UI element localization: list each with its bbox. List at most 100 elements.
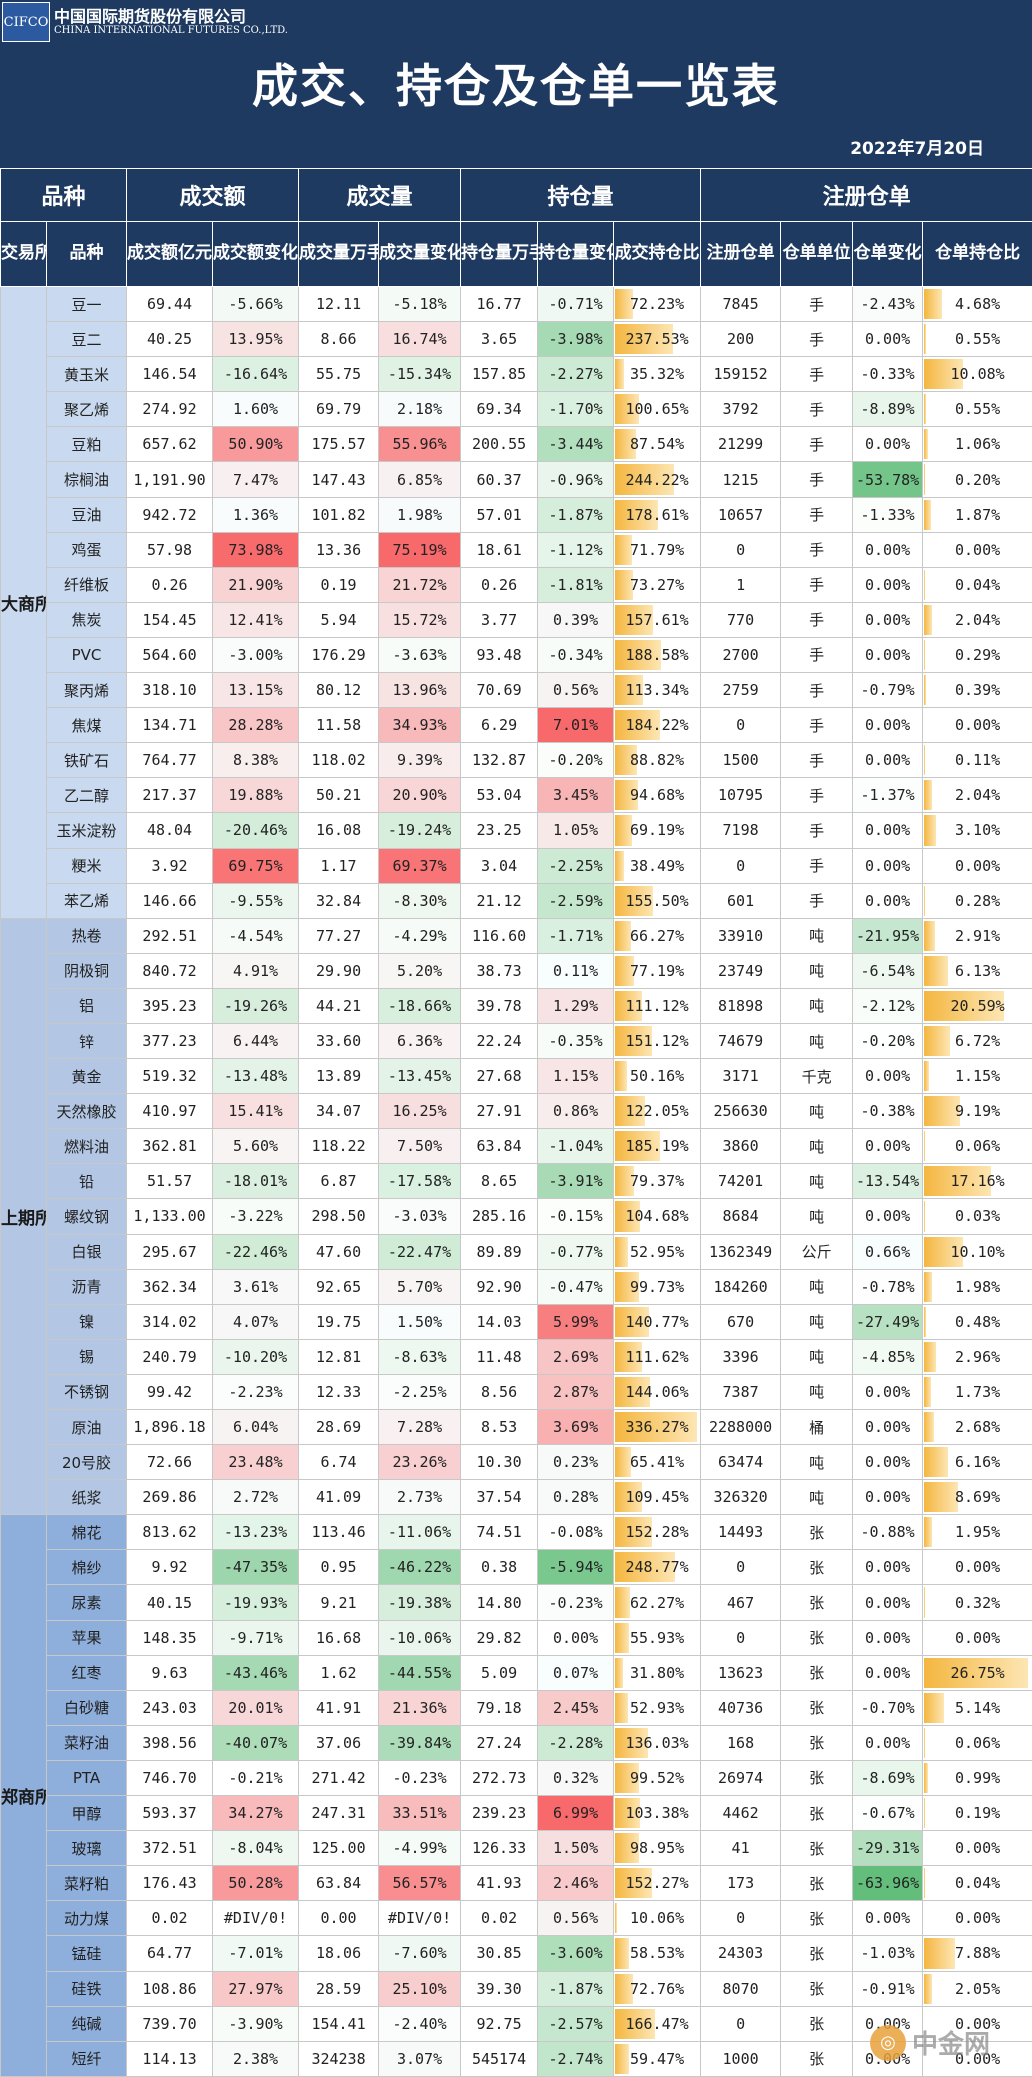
col-header-turnover-change: 成交额变化 [213,222,299,287]
cell-receipt-change: 0.00% [853,1199,923,1234]
cell-variety: 甲醇 [47,1796,127,1831]
cell-vol-oi-ratio: 72.76% [614,1971,701,2006]
ratio-bar [924,1377,931,1407]
cell-variety: 尿素 [47,1585,127,1620]
cell-vol-oi-ratio: 77.19% [614,953,701,988]
cell-volume: 6.74 [299,1445,379,1480]
cell-vol-oi-ratio: 100.65% [614,392,701,427]
cell-receipt-change: -0.79% [853,673,923,708]
cell-oi-change: -1.70% [538,392,614,427]
ratio-bar [924,1026,950,1056]
cell-turnover: 739.70 [127,2006,213,2041]
ratio-value: 71.79% [630,541,684,559]
group-header-volume: 成交量 [299,169,461,222]
cell-volume: 33.60 [299,1023,379,1058]
cell-receipt-change: 0.00% [853,813,923,848]
col-header-turnover: 成交额亿元 [127,222,213,287]
cell-turnover: 1,133.00 [127,1199,213,1234]
cell-volume-change: 33.51% [379,1796,461,1831]
cell-receipt-oi-ratio: 0.06% [923,1725,1032,1760]
cell-volume: 44.21 [299,988,379,1023]
cell-turnover-change: -20.46% [213,813,299,848]
ratio-value: 237.53% [625,330,688,348]
ratio-value: 66.27% [630,927,684,945]
cell-turnover-change: 3.61% [213,1269,299,1304]
cell-receipts: 326320 [701,1480,781,1515]
cell-receipt-oi-ratio: 1.87% [923,497,1032,532]
cell-volume-change: -19.24% [379,813,461,848]
ratio-value: 8.69% [955,1488,1000,1506]
cell-volume-change: -5.18% [379,287,461,322]
ratio-bar [924,1763,928,1793]
cell-variety: 黄玉米 [47,357,127,392]
cell-turnover: 217.37 [127,778,213,813]
cell-turnover: 57.98 [127,532,213,567]
ratio-value: 0.00% [955,1839,1000,1857]
ratio-value: 0.11% [955,751,1000,769]
cell-receipt-change: 0.00% [853,567,923,602]
ratio-value: 0.19% [955,1804,1000,1822]
cell-receipt-oi-ratio: 0.03% [923,1199,1032,1234]
cell-variety: 豆油 [47,497,127,532]
cell-oi-change: -1.81% [538,567,614,602]
cell-receipt-change: -53.78% [853,462,923,497]
ratio-bar [615,1447,631,1477]
ratio-value: 3.10% [955,821,1000,839]
cell-volume-change: -18.66% [379,988,461,1023]
cell-open-interest: 8.53 [461,1410,538,1445]
cell-receipt-change: -2.43% [853,287,923,322]
ratio-value: 2.05% [955,1980,1000,1998]
cell-receipt-oi-ratio: 20.59% [923,988,1032,1023]
ratio-value: 6.16% [955,1453,1000,1471]
cell-vol-oi-ratio: 184.22% [614,708,701,743]
exchange-cell: 上期所 [1,918,47,1515]
ratio-bar [924,464,925,494]
cell-turnover: 1,896.18 [127,1410,213,1445]
cell-receipt-change: 0.00% [853,743,923,778]
cell-receipt-unit: 吨 [781,1094,853,1129]
ratio-bar [924,1447,948,1477]
ratio-value: 52.93% [630,1699,684,1717]
cell-receipt-change: -0.91% [853,1971,923,2006]
cell-volume-change: -8.63% [379,1339,461,1374]
cell-open-interest: 79.18 [461,1690,538,1725]
ratio-value: 98.95% [630,1839,684,1857]
ratio-value: 2.91% [955,927,1000,945]
ratio-value: 1.15% [955,1067,1000,1085]
cell-vol-oi-ratio: 244.22% [614,462,701,497]
cell-receipt-oi-ratio: 10.08% [923,357,1032,392]
cell-turnover: 519.32 [127,1059,213,1094]
cell-turnover: 243.03 [127,1690,213,1725]
cell-volume: 324238 [299,2041,379,2076]
ratio-value: 99.73% [630,1278,684,1296]
cell-turnover-change: 34.27% [213,1796,299,1831]
cell-receipt-oi-ratio: 0.06% [923,1129,1032,1164]
cell-volume-change: 1.98% [379,497,461,532]
cell-turnover: 1,191.90 [127,462,213,497]
cell-volume: 77.27 [299,918,379,953]
cell-receipt-oi-ratio: 2.04% [923,778,1032,813]
col-header-volume: 成交量万手 [299,222,379,287]
cell-turnover-change: -19.26% [213,988,299,1023]
cell-volume-change: 7.50% [379,1129,461,1164]
cell-turnover: 410.97 [127,1094,213,1129]
cell-variety: 豆一 [47,287,127,322]
cell-open-interest: 21.12 [461,883,538,918]
ratio-value: 5.14% [955,1699,1000,1717]
ratio-bar [924,394,926,424]
cell-volume: 50.21 [299,778,379,813]
cell-turnover-change: -0.21% [213,1760,299,1795]
cell-volume-change: 21.72% [379,567,461,602]
cell-turnover-change: 8.38% [213,743,299,778]
cell-turnover-change: 50.28% [213,1866,299,1901]
cell-vol-oi-ratio: 248.77% [614,1550,701,1585]
cell-volume-change: -4.99% [379,1831,461,1866]
cell-oi-change: 0.39% [538,602,614,637]
